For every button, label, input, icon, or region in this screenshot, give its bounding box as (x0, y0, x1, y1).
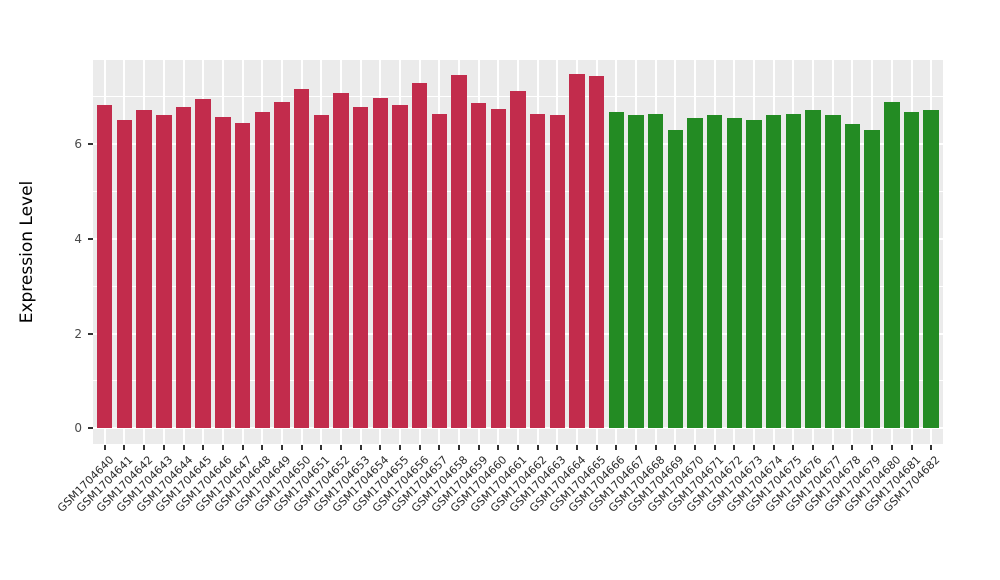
x-tick-mark (890, 445, 893, 450)
bar-GSM1704659 (470, 102, 487, 429)
x-tick-mark (143, 445, 146, 450)
y-tick-mark (88, 237, 93, 240)
bar-GSM1704670 (687, 118, 703, 429)
y-tick-mark (88, 332, 93, 335)
x-tick-mark (812, 445, 815, 450)
bar-GSM1704660 (490, 108, 506, 429)
y-tick-mark (88, 142, 93, 145)
bar-GSM1704664 (569, 74, 585, 429)
bar-GSM1704671 (707, 115, 723, 429)
bar-GSM1704655 (392, 104, 408, 429)
x-tick-mark (930, 445, 933, 450)
x-tick-mark (339, 445, 342, 450)
x-tick-mark (379, 445, 382, 450)
bar-GSM1704668 (648, 113, 664, 429)
bar-GSM1704661 (510, 90, 526, 429)
x-tick-mark (595, 445, 598, 450)
x-tick-mark (635, 445, 638, 450)
bar-GSM1704665 (589, 75, 605, 429)
x-tick-mark (457, 445, 460, 450)
bar-GSM1704644 (175, 106, 192, 429)
bar-GSM1704667 (628, 115, 644, 429)
x-tick-mark (241, 445, 244, 450)
bar-GSM1704673 (746, 119, 762, 429)
bar-GSM1704651 (313, 114, 329, 429)
bar-GSM1704652 (333, 93, 349, 429)
x-tick-mark (477, 445, 480, 450)
x-tick-mark (713, 445, 716, 450)
x-tick-mark (753, 445, 756, 450)
bar-GSM1704680 (884, 101, 900, 429)
x-tick-mark (182, 445, 185, 450)
bar-GSM1704646 (215, 117, 231, 429)
x-tick-mark (359, 445, 362, 450)
x-tick-mark (654, 445, 657, 450)
bar-GSM1704678 (844, 124, 861, 429)
x-tick-mark (438, 445, 441, 450)
x-tick-mark (280, 445, 283, 450)
bar-GSM1704676 (805, 110, 821, 429)
y-axis-title: Expression Level (17, 180, 37, 324)
bar-GSM1704653 (352, 106, 369, 429)
x-tick-mark (556, 445, 559, 450)
x-tick-mark (576, 445, 579, 450)
bar-GSM1704675 (785, 113, 802, 429)
x-tick-mark (851, 445, 854, 450)
x-tick-mark (674, 445, 677, 450)
x-tick-mark (536, 445, 539, 450)
x-tick-mark (733, 445, 736, 450)
bar-GSM1704654 (372, 98, 388, 429)
x-tick-mark (772, 445, 775, 450)
y-tick-label: 4 (74, 231, 82, 246)
bar-GSM1704679 (864, 129, 880, 429)
x-tick-mark (831, 445, 834, 450)
bar-GSM1704666 (608, 111, 625, 429)
x-tick-mark (261, 445, 264, 450)
x-tick-mark (320, 445, 323, 450)
bar-GSM1704643 (156, 114, 172, 429)
x-tick-mark (202, 445, 205, 450)
y-tick-mark (88, 427, 93, 430)
x-tick-mark (497, 445, 500, 450)
x-tick-mark (103, 445, 106, 450)
bar-GSM1704681 (903, 112, 920, 429)
bar-GSM1704649 (274, 102, 290, 429)
x-tick-mark (398, 445, 401, 450)
bar-GSM1704648 (254, 111, 270, 429)
bar-GSM1704663 (549, 114, 566, 429)
x-tick-mark (615, 445, 618, 450)
y-tick-label: 2 (74, 326, 82, 341)
x-tick-mark (871, 445, 874, 450)
x-tick-mark (123, 445, 126, 450)
x-tick-mark (910, 445, 913, 450)
bar-GSM1704669 (667, 129, 684, 429)
bar-GSM1704662 (529, 114, 546, 429)
bar-GSM1704641 (116, 120, 133, 429)
y-tick-label: 6 (74, 136, 82, 151)
x-tick-mark (162, 445, 165, 450)
bar-GSM1704677 (825, 114, 841, 429)
x-tick-mark (517, 445, 519, 450)
x-tick-mark (300, 445, 303, 450)
bar-GSM1704645 (195, 98, 211, 429)
bar-GSM1704672 (726, 117, 743, 429)
x-tick-mark (418, 445, 421, 450)
bar-GSM1704647 (234, 122, 251, 429)
y-tick-label: 0 (74, 421, 82, 436)
bar-GSM1704650 (293, 89, 310, 429)
bar-GSM1704658 (451, 74, 467, 429)
bar-GSM1704656 (411, 83, 428, 429)
bar-GSM1704657 (431, 113, 447, 429)
bar-GSM1704674 (766, 114, 782, 429)
x-tick-mark (694, 445, 697, 450)
bar-GSM1704642 (136, 110, 152, 429)
bar-GSM1704682 (923, 110, 939, 429)
x-tick-mark (792, 445, 795, 450)
bar-GSM1704640 (97, 105, 113, 429)
x-tick-mark (221, 445, 224, 450)
